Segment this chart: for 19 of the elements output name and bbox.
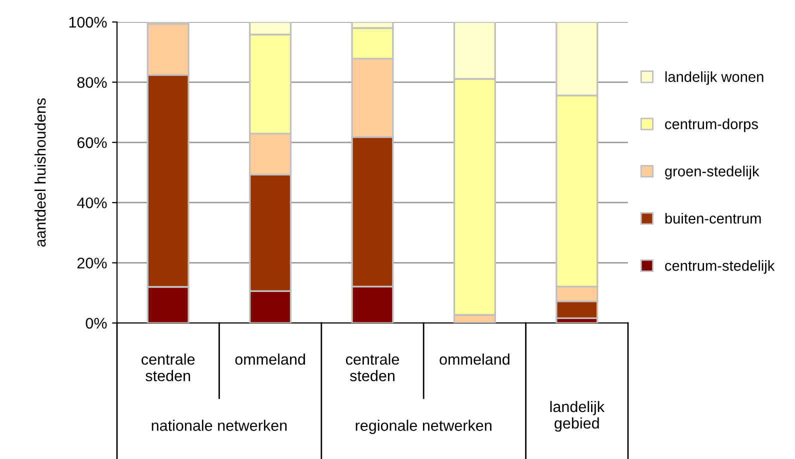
- y-tick-label: 80%: [77, 77, 107, 88]
- legend-label: centrum-dorps: [665, 118, 758, 132]
- text: regionale netwerken: [356, 420, 492, 434]
- legend-label: landelijk wonen: [665, 71, 764, 85]
- text: nationale netwerken: [152, 420, 287, 431]
- y-axis-title: aantdeel huishoudens: [34, 98, 46, 247]
- x-tick-label: centrale steden: [346, 354, 399, 382]
- x-tick-label: ommeland: [235, 354, 305, 365]
- legend-label: buiten-centrum: [665, 212, 761, 224]
- y-tick-label: 40%: [77, 197, 107, 208]
- x-tick-label: centrale steden: [142, 354, 195, 382]
- y-tick-label: 20%: [77, 258, 107, 268]
- y-tick-label: 0%: [86, 318, 107, 329]
- legend-label: groen-stedelijk: [665, 166, 760, 180]
- text: landelijk gebied: [550, 400, 605, 432]
- x-tick-label: ommeland: [440, 354, 510, 365]
- y-tick-label: 100%: [69, 16, 107, 28]
- y-tick-label: 60%: [77, 137, 107, 148]
- legend-label: centrum-stedelijk: [665, 260, 775, 274]
